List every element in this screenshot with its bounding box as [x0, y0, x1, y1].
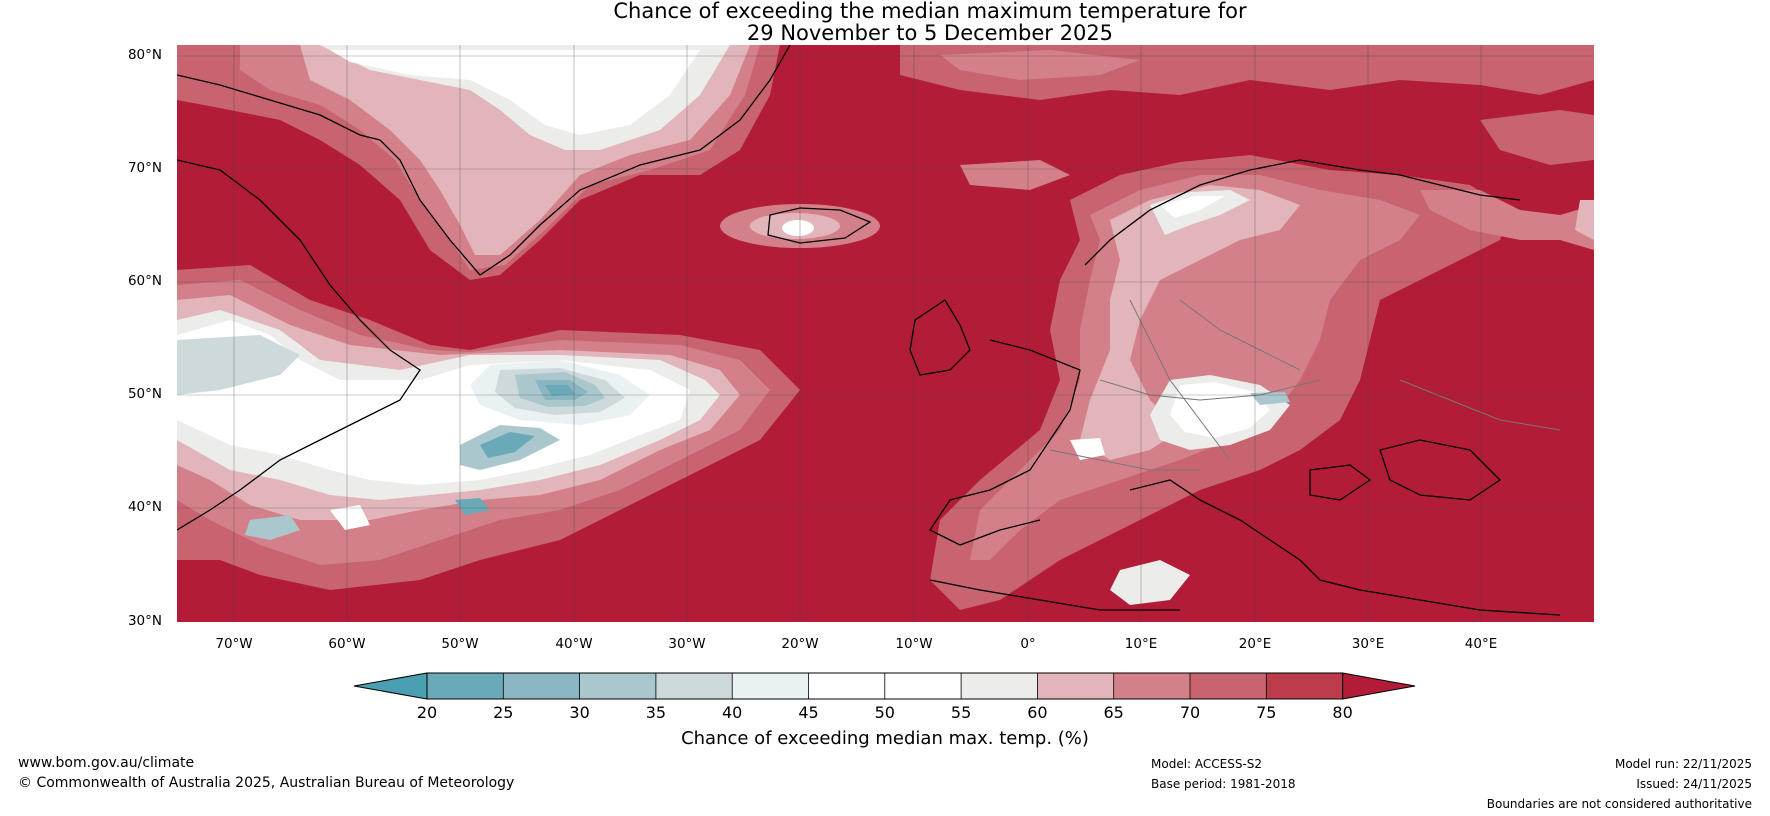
colorbar-segment	[1113, 673, 1190, 699]
footer-disclaimer: Boundaries are not considered authoritat…	[1486, 797, 1752, 811]
lat-label: 50°N	[127, 386, 162, 402]
colorbar-low-extend	[353, 672, 428, 700]
colorbar-tick: 60	[1027, 703, 1048, 722]
lon-label: 30°W	[668, 636, 706, 652]
footer-model: Model: ACCESS-S2	[1151, 757, 1263, 771]
colorbar-segment	[579, 673, 656, 699]
lat-label: 40°N	[127, 499, 162, 515]
colorbar-tick: 25	[493, 703, 514, 722]
lon-label: 20°W	[781, 636, 819, 652]
colorbar-tick: 35	[645, 703, 667, 722]
colorbar-segment	[884, 673, 962, 699]
map-area	[177, 45, 1594, 622]
colorbar-segment	[1037, 673, 1114, 699]
lon-label: 40°E	[1464, 636, 1498, 652]
europe-region	[930, 155, 1594, 610]
colorbar-tick: 80	[1332, 703, 1353, 722]
footer-copyright: © Commonwealth of Australia 2025, Austra…	[18, 775, 515, 791]
map-title-line2: 29 November to 5 December 2025	[746, 21, 1114, 45]
lon-label: 20°E	[1238, 636, 1272, 652]
footer-model-run: Model run: 22/11/2025	[1614, 757, 1752, 771]
coastlines	[177, 45, 1561, 616]
colorbar-segment	[655, 673, 733, 699]
colorbar-tick: 50	[874, 703, 895, 722]
colorbar-segment	[1266, 673, 1343, 699]
colorbar-segment	[1190, 673, 1267, 699]
colorbar-tick: 65	[1103, 703, 1124, 722]
colorbar-high-extend	[1342, 672, 1416, 700]
lat-label: 60°N	[127, 273, 162, 289]
colorbar-tick: 20	[416, 703, 438, 722]
colorbar-tick: 30	[569, 703, 590, 722]
colorbar-segment	[503, 673, 580, 699]
colorbar-dividers	[502, 673, 1267, 699]
lon-label: 10°W	[895, 636, 933, 652]
colorbar-tick: 55	[950, 703, 972, 722]
lat-label: 70°N	[127, 160, 162, 176]
lon-label: 10°E	[1124, 636, 1158, 652]
lon-label: 60°W	[328, 636, 366, 652]
graticule	[177, 45, 1594, 622]
borders	[1049, 299, 1561, 471]
footer-issued: Issued: 24/11/2025	[1636, 777, 1752, 791]
atlantic-cool-region	[177, 265, 800, 590]
footer-base-period: Base period: 1981-2018	[1151, 777, 1296, 791]
lon-label: 50°W	[441, 636, 479, 652]
greenland-region	[177, 45, 780, 280]
colorbar-segment	[427, 673, 504, 699]
colorbar-segment	[732, 673, 809, 699]
lon-label: 0°	[1020, 636, 1036, 652]
colorbar-segment	[961, 673, 1038, 699]
map-title-line1: Chance of exceeding the median maximum t…	[613, 0, 1247, 23]
colorbar	[353, 672, 1416, 700]
colorbar-tick: 70	[1179, 703, 1201, 722]
colorbar-segment	[808, 673, 885, 699]
colorbar-tick: 40	[722, 703, 743, 722]
lon-label: 30°E	[1351, 636, 1385, 652]
footer-website[interactable]: www.bom.gov.au/climate	[18, 755, 195, 771]
lon-label: 70°W	[215, 636, 253, 652]
colorbar-tick: 75	[1256, 703, 1277, 722]
colorbar-tick: 45	[798, 703, 819, 722]
arctic-band	[900, 45, 1594, 190]
lat-label: 80°N	[127, 47, 162, 63]
lon-label: 40°W	[555, 636, 593, 652]
lat-label: 30°N	[127, 613, 162, 629]
colorbar-label: Chance of exceeding median max. temp. (%…	[681, 728, 1089, 749]
